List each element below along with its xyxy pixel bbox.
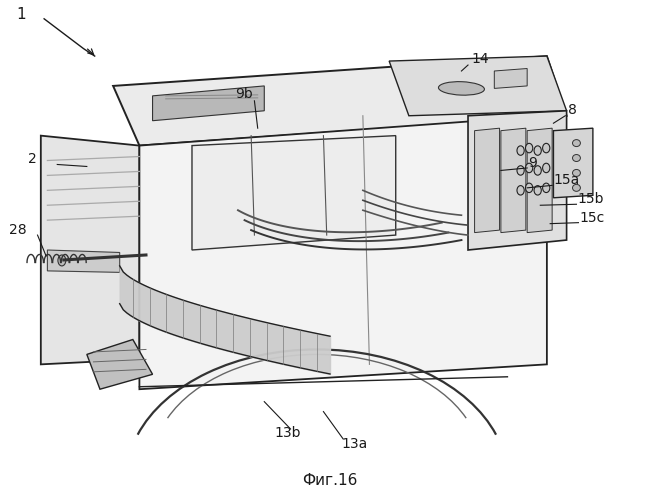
Text: 2: 2 (28, 152, 36, 166)
Text: 13b: 13b (274, 426, 301, 440)
Ellipse shape (58, 255, 66, 266)
Text: 9b: 9b (235, 87, 253, 101)
Ellipse shape (525, 183, 533, 192)
Ellipse shape (517, 146, 524, 156)
Polygon shape (192, 136, 396, 250)
Polygon shape (139, 116, 547, 389)
Polygon shape (475, 128, 500, 232)
Ellipse shape (572, 140, 580, 146)
Ellipse shape (517, 166, 524, 175)
Text: 14: 14 (471, 52, 489, 66)
Polygon shape (152, 86, 264, 120)
Ellipse shape (543, 183, 550, 192)
Text: Фиг.16: Фиг.16 (302, 472, 358, 488)
Polygon shape (554, 128, 593, 198)
Ellipse shape (517, 186, 524, 195)
Text: 1: 1 (16, 7, 26, 22)
Ellipse shape (572, 154, 580, 162)
Ellipse shape (572, 170, 580, 176)
Ellipse shape (438, 82, 484, 95)
Ellipse shape (572, 184, 580, 192)
Polygon shape (87, 340, 152, 389)
Polygon shape (113, 56, 566, 146)
Text: 13a: 13a (342, 437, 368, 451)
Text: 8: 8 (568, 104, 577, 118)
Polygon shape (494, 68, 527, 88)
Ellipse shape (534, 186, 541, 195)
Polygon shape (527, 128, 552, 232)
Ellipse shape (525, 163, 533, 172)
Text: 15b: 15b (578, 192, 605, 206)
Ellipse shape (534, 166, 541, 175)
Ellipse shape (534, 146, 541, 156)
Ellipse shape (543, 163, 550, 172)
Ellipse shape (525, 144, 533, 153)
Polygon shape (41, 136, 139, 364)
Polygon shape (501, 128, 526, 232)
Polygon shape (468, 111, 566, 250)
Text: 15a: 15a (554, 174, 579, 188)
Text: 28: 28 (9, 222, 27, 236)
Ellipse shape (543, 144, 550, 153)
Text: 9: 9 (529, 156, 537, 170)
Text: 15c: 15c (579, 210, 605, 224)
Polygon shape (389, 56, 566, 116)
Polygon shape (48, 250, 119, 272)
